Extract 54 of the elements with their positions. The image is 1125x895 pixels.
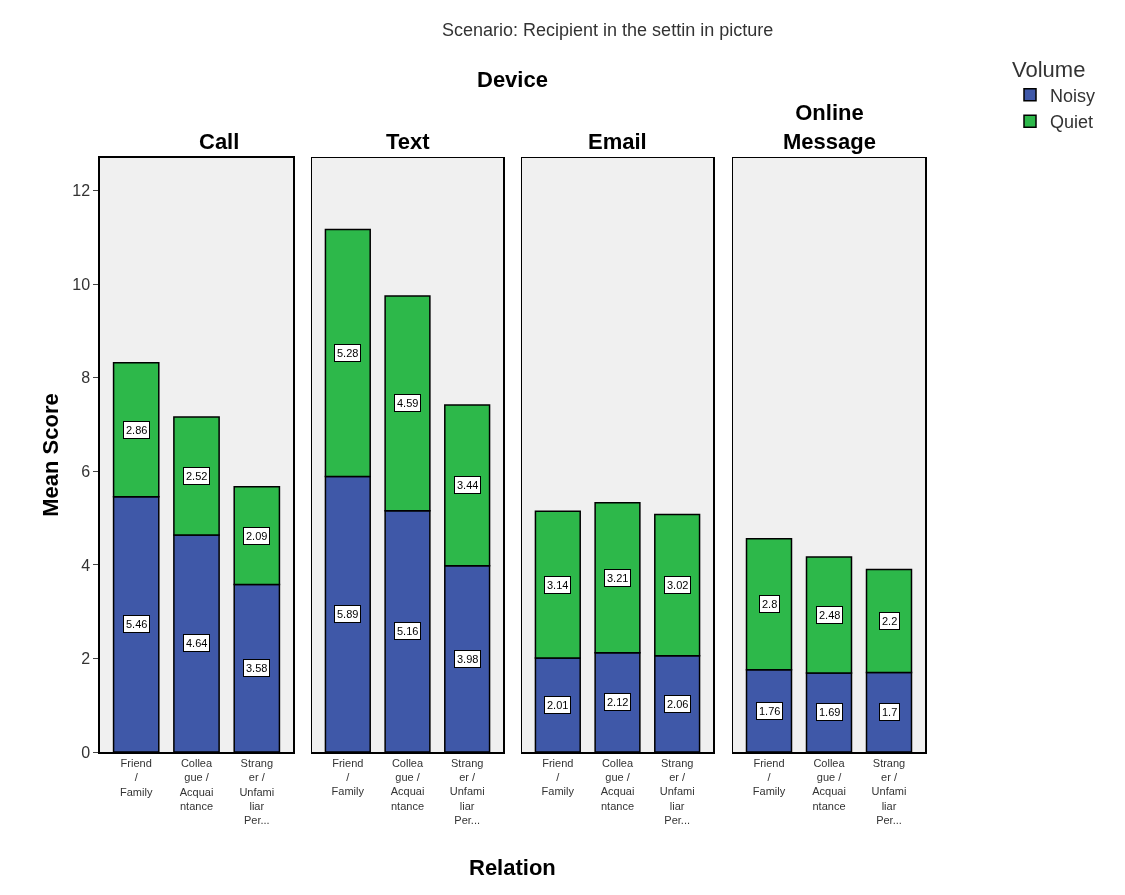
x-tick-label: Colleague / Acquaintance bbox=[600, 756, 635, 812]
x-tick-label: Colleague / Acquaintance bbox=[390, 756, 425, 812]
chart-title: Online Message bbox=[783, 100, 876, 154]
x-tick-label: Friend / Family bbox=[541, 756, 575, 798]
chart-title: Call bbox=[199, 129, 240, 154]
data-label: 5.28 bbox=[337, 347, 359, 359]
data-label: 5.46 bbox=[126, 618, 148, 630]
y-tick-label: 6 bbox=[81, 462, 91, 480]
text: Relation bbox=[469, 855, 556, 880]
text: Scenario: Recipient in the settin in picture bbox=[442, 20, 774, 40]
data-label: 2.12 bbox=[607, 696, 629, 708]
data-label: 2.06 bbox=[667, 698, 689, 710]
data-label: 4.64 bbox=[186, 637, 208, 649]
data-label: 2.2 bbox=[882, 615, 898, 627]
data-label: 3.14 bbox=[547, 579, 569, 591]
x-tick-label: Colleague / Acquaintance bbox=[812, 756, 846, 812]
chart-title: Text bbox=[386, 129, 431, 154]
data-label: 2.86 bbox=[126, 424, 148, 436]
x-tick-label: Stranger / Unfamiliar Per... bbox=[659, 756, 695, 826]
x-tick-label: Stranger / Unfamiliar Per... bbox=[239, 756, 275, 827]
data-label: 1.69 bbox=[819, 706, 841, 718]
y-axis-title: Mean Score bbox=[37, 393, 63, 517]
data-label: 5.16 bbox=[397, 625, 419, 637]
data-label: 2.01 bbox=[547, 699, 569, 711]
x-tick-label: Friend / Family bbox=[331, 756, 365, 798]
data-label: 2.09 bbox=[246, 530, 268, 542]
data-label: 3.44 bbox=[457, 479, 479, 491]
y-tick-label: 8 bbox=[81, 369, 91, 387]
y-tick-label: 10 bbox=[72, 275, 91, 293]
data-label: 3.58 bbox=[246, 662, 268, 674]
data-label: 5.89 bbox=[337, 608, 359, 620]
data-label: 3.98 bbox=[457, 653, 479, 665]
data-label: 1.7 bbox=[882, 706, 898, 718]
data-label: 1.76 bbox=[759, 705, 781, 717]
x-tick-label: Stranger / Unfamiliar Per... bbox=[449, 756, 485, 826]
x-tick-label: Friend / Family bbox=[752, 756, 786, 798]
y-tick-label: 2 bbox=[81, 650, 91, 668]
legend-label: Noisy bbox=[1050, 85, 1096, 106]
x-tick-label: Stranger / Unfamiliar Per... bbox=[871, 756, 907, 826]
data-label: 2.48 bbox=[819, 609, 841, 621]
legend-label: Quiet bbox=[1050, 112, 1094, 133]
x-tick-label: Colleague / Acquaintance bbox=[179, 756, 214, 812]
data-label: 2.52 bbox=[186, 470, 208, 482]
data-label: 3.02 bbox=[667, 579, 689, 591]
data-label: 2.8 bbox=[762, 598, 778, 610]
chart-title: Email bbox=[588, 129, 647, 154]
x-tick-label: Friend / Family bbox=[119, 756, 153, 798]
text: Device bbox=[477, 67, 548, 92]
data-label: 4.59 bbox=[397, 397, 419, 409]
y-tick-label: 4 bbox=[81, 556, 91, 574]
y-tick-label: 12 bbox=[72, 182, 91, 200]
legend-title: Volume bbox=[1012, 56, 1086, 82]
data-label: 3.21 bbox=[607, 572, 629, 584]
y-tick-label: 0 bbox=[81, 743, 91, 761]
